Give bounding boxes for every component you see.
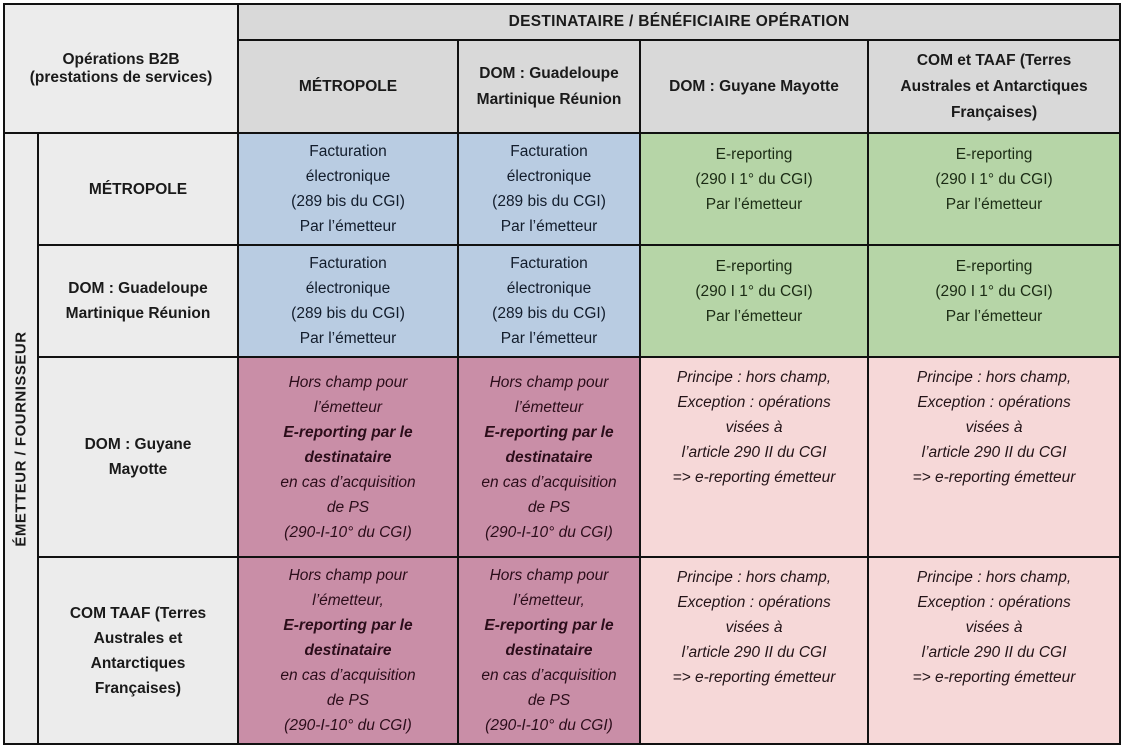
matrix-cell-r3c4: Principe : hors champ, Exception : opérat… [867, 356, 1122, 558]
matrix-cell-r4c2: Hors champ pour l’émetteur, E-reporting pa… [457, 556, 642, 745]
col-header-dom-guyane-mayotte: DOM : Guyane Mayotte [639, 39, 870, 134]
col-header-com-taaf: COM et TAAF (Terres Australes et Antarcti… [867, 39, 1122, 134]
b2b-operations-matrix-table: Opérations B2B (prestations de services) … [2, 3, 1122, 745]
matrix-cell-r2c2: Facturation électronique (289 bis du CGI) P… [457, 244, 642, 358]
row-header-metropole: MÉTROPOLE [36, 132, 240, 246]
matrix-cell-r1c1: Facturation électronique (289 bis du CGI) P… [237, 132, 460, 246]
matrix-cell-r1c3: E-reporting (290 I 1° du CGI) Par l’émette… [639, 132, 870, 246]
matrix-cell-r3c3: Principe : hors champ, Exception : opérat… [639, 356, 870, 558]
row-header-dom-guyane-mayotte: DOM : Guyane Mayotte [36, 356, 240, 558]
matrix-cell-r4c3: Principe : hors champ, Exception : opérat… [639, 556, 870, 745]
page: Opérations B2B (prestations de services) … [2, 3, 1122, 745]
matrix-cell-r1c4: E-reporting (290 I 1° du CGI) Par l’émette… [867, 132, 1122, 246]
emetteur-fournisseur-side-label: ÉMETTEUR / FOURNISSEUR [12, 330, 30, 547]
col-header-metropole: MÉTROPOLE [237, 39, 460, 134]
matrix-cell-r4c4: Principe : hors champ, Exception : opérat… [867, 556, 1122, 745]
matrix-cell-r3c2: Hors champ pour l’émetteur E-reporting par… [457, 356, 642, 558]
matrix-cell-r2c4: E-reporting (290 I 1° du CGI) Par l’émette… [867, 244, 1122, 358]
matrix-cell-r3c1: Hors champ pour l’émetteur E-reporting par… [237, 356, 460, 558]
matrix-cell-r2c1: Facturation électronique (289 bis du CGI) P… [237, 244, 460, 358]
col-header-dom-guadeloupe-martinique-reunion: DOM : Guadeloupe Martinique Réunion [457, 39, 642, 134]
corner-label-operations-b2b: Opérations B2B (prestations de services) [2, 3, 240, 134]
matrix-cell-r4c1: Hors champ pour l’émetteur, E-reporting pa… [237, 556, 460, 745]
matrix-cell-r2c3: E-reporting (290 I 1° du CGI) Par l’émette… [639, 244, 870, 358]
row-header-com-taaf: COM TAAF (Terres Australes et Antarctiques… [36, 556, 240, 745]
matrix-cell-r1c2: Facturation électronique (289 bis du CGI) P… [457, 132, 642, 246]
destinataire-beneficiaire-header: DESTINATAIRE / BÉNÉFICIAIRE OPÉRATION [237, 3, 1122, 41]
row-header-dom-guadeloupe-martinique-reunion: DOM : Guadeloupe Martinique Réunion [36, 244, 240, 358]
emetteur-fournisseur-side-label-cell: ÉMETTEUR / FOURNISSEUR [3, 132, 39, 745]
